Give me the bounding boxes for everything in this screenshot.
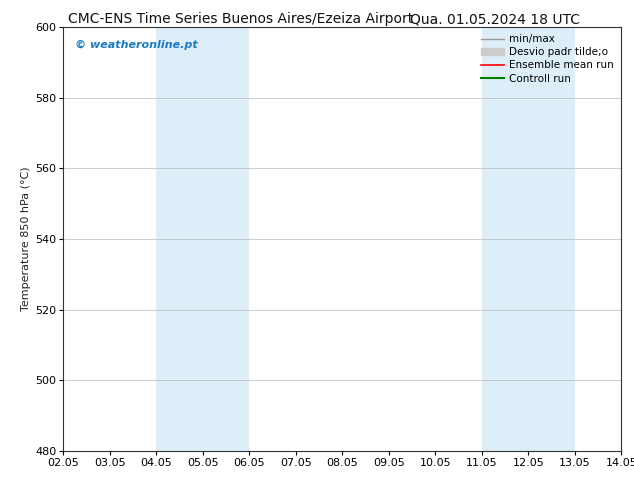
- Bar: [157, 27, 249, 451]
- Text: Qua. 01.05.2024 18 UTC: Qua. 01.05.2024 18 UTC: [410, 12, 579, 26]
- Text: © weatheronline.pt: © weatheronline.pt: [75, 40, 197, 50]
- Text: CMC-ENS Time Series Buenos Aires/Ezeiza Airport: CMC-ENS Time Series Buenos Aires/Ezeiza …: [68, 12, 413, 26]
- Legend: min/max, Desvio padr tilde;o, Ensemble mean run, Controll run: min/max, Desvio padr tilde;o, Ensemble m…: [477, 30, 618, 88]
- Bar: [482, 27, 575, 451]
- Y-axis label: Temperature 850 hPa (°C): Temperature 850 hPa (°C): [21, 167, 31, 311]
